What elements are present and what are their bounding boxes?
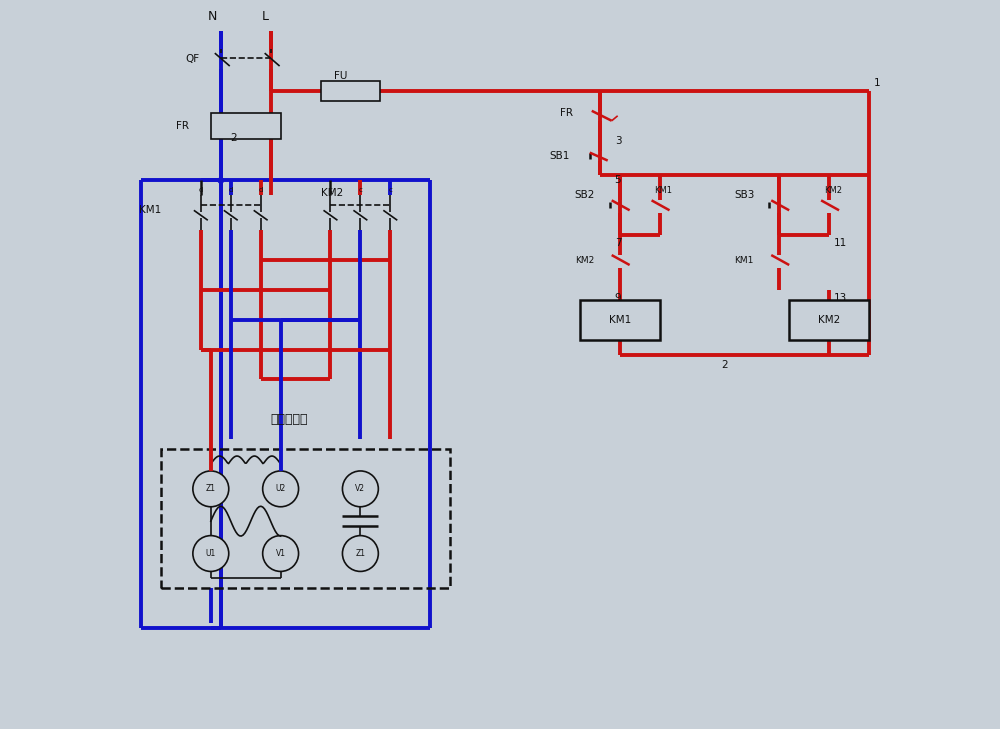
Text: d: d [229,187,233,193]
Text: KM2: KM2 [818,315,840,324]
Text: c: c [329,187,332,193]
Text: d: d [258,187,263,193]
Text: 13: 13 [834,293,847,303]
Circle shape [263,471,299,507]
Text: N: N [208,9,217,23]
Text: KM1: KM1 [609,315,631,324]
Text: KM1: KM1 [139,206,161,215]
Text: Z1: Z1 [355,549,365,558]
Text: c: c [388,187,392,193]
Text: FU: FU [334,71,347,81]
Text: SB1: SB1 [550,151,570,160]
Text: 5: 5 [615,176,621,185]
Text: SB3: SB3 [734,190,755,200]
Text: U2: U2 [275,484,286,494]
Text: FR: FR [176,121,189,130]
Bar [320,81,380,101]
Text: d: d [199,187,203,193]
Circle shape [193,536,229,572]
Bar [580,300,660,340]
Text: 11: 11 [834,238,847,248]
Text: KM2: KM2 [575,256,594,265]
Text: 2: 2 [231,133,237,143]
Text: c: c [358,187,362,193]
Text: FR: FR [560,109,573,118]
Text: 2: 2 [721,359,728,370]
Circle shape [218,177,224,184]
Text: SB2: SB2 [575,190,595,200]
Text: V1: V1 [276,549,286,558]
Bar [789,300,869,340]
Text: V2: V2 [355,484,365,494]
Text: KM2: KM2 [320,188,343,198]
Text: KM1: KM1 [734,256,754,265]
Circle shape [263,536,299,572]
Text: 7: 7 [615,238,621,248]
Text: KM1: KM1 [655,186,673,195]
Text: KM2: KM2 [824,186,842,195]
Text: U1: U1 [206,549,216,558]
Text: 电动机端子: 电动机端子 [271,413,308,426]
Text: 3: 3 [615,136,621,146]
Circle shape [193,471,229,507]
Text: L: L [262,9,269,23]
Bar [161,449,450,588]
Circle shape [342,471,378,507]
Bar [211,113,281,139]
Circle shape [342,536,378,572]
Text: QF: QF [186,54,200,64]
Text: 9: 9 [615,293,621,303]
Text: Z1: Z1 [206,484,216,494]
Text: 1: 1 [874,78,881,88]
